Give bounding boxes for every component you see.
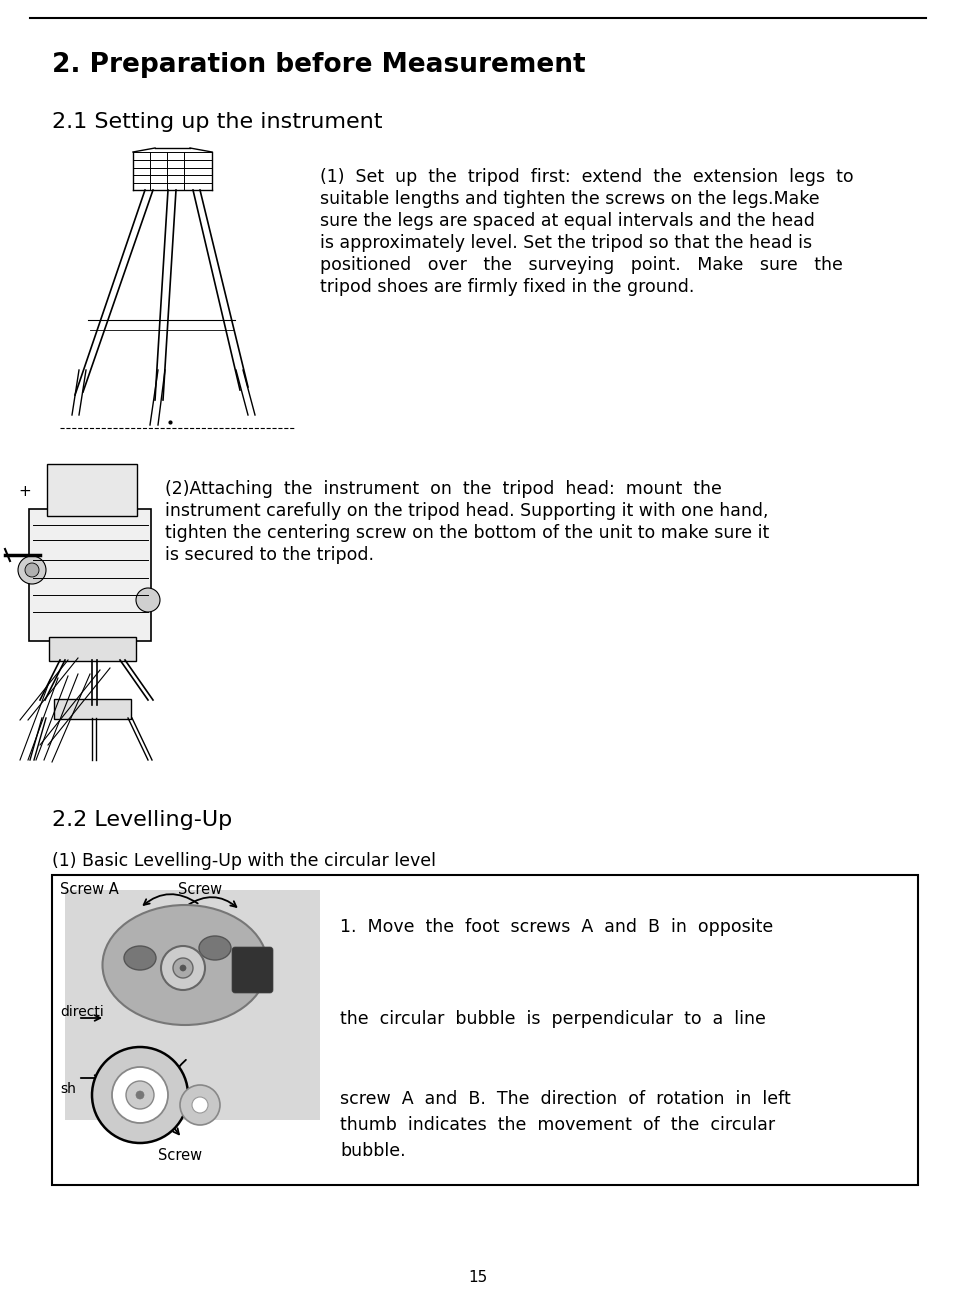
Text: 2.2 Levelling-Up: 2.2 Levelling-Up xyxy=(52,810,232,830)
Text: Screw: Screw xyxy=(178,882,222,897)
Text: (1) Basic Levelling-Up with the circular level: (1) Basic Levelling-Up with the circular… xyxy=(52,851,436,870)
Text: thumb  indicates  the  movement  of  the  circular: thumb indicates the movement of the circ… xyxy=(340,1117,775,1134)
Circle shape xyxy=(92,1047,188,1143)
Text: 15: 15 xyxy=(468,1270,488,1284)
FancyBboxPatch shape xyxy=(232,947,273,993)
Ellipse shape xyxy=(199,935,231,960)
Text: (1)  Set  up  the  tripod  first:  extend  the  extension  legs  to: (1) Set up the tripod first: extend the … xyxy=(320,168,854,186)
Text: the  circular  bubble  is  perpendicular  to  a  line: the circular bubble is perpendicular to … xyxy=(340,1010,766,1029)
Text: Screw A: Screw A xyxy=(60,882,119,897)
Text: sure the legs are spaced at equal intervals and the head: sure the legs are spaced at equal interv… xyxy=(320,213,815,230)
Circle shape xyxy=(192,1097,208,1113)
Text: bubble.: bubble. xyxy=(340,1141,405,1160)
Circle shape xyxy=(180,1085,220,1124)
FancyBboxPatch shape xyxy=(47,464,137,516)
Ellipse shape xyxy=(102,905,268,1025)
Text: tripod shoes are firmly fixed in the ground.: tripod shoes are firmly fixed in the gro… xyxy=(320,278,694,297)
Circle shape xyxy=(25,563,39,577)
Circle shape xyxy=(136,1092,144,1099)
Bar xyxy=(52,875,918,1185)
Text: 2. Preparation before Measurement: 2. Preparation before Measurement xyxy=(52,52,586,77)
Circle shape xyxy=(112,1067,168,1123)
Text: is approximately level. Set the tripod so that the head is: is approximately level. Set the tripod s… xyxy=(320,234,813,252)
Circle shape xyxy=(136,588,160,611)
Text: (2)Attaching  the  instrument  on  the  tripod  head:  mount  the: (2)Attaching the instrument on the tripo… xyxy=(165,480,722,499)
Ellipse shape xyxy=(124,946,156,970)
FancyBboxPatch shape xyxy=(29,509,151,642)
FancyBboxPatch shape xyxy=(54,699,131,719)
Text: +: + xyxy=(18,484,32,500)
Text: tighten the centering screw on the bottom of the unit to make sure it: tighten the centering screw on the botto… xyxy=(165,523,770,542)
Text: 2.1 Setting up the instrument: 2.1 Setting up the instrument xyxy=(52,112,382,133)
Circle shape xyxy=(180,966,186,971)
Text: screw  A  and  B.  The  direction  of  rotation  in  left: screw A and B. The direction of rotation… xyxy=(340,1090,791,1109)
Text: is secured to the tripod.: is secured to the tripod. xyxy=(165,546,374,564)
Text: suitable lengths and tighten the screws on the legs.Make: suitable lengths and tighten the screws … xyxy=(320,190,819,209)
Text: sh: sh xyxy=(60,1082,76,1096)
Bar xyxy=(65,890,320,1120)
Circle shape xyxy=(18,556,46,584)
FancyBboxPatch shape xyxy=(49,638,136,661)
Text: Screw: Screw xyxy=(158,1148,202,1162)
Text: 1.  Move  the  foot  screws  A  and  B  in  opposite: 1. Move the foot screws A and B in oppos… xyxy=(340,918,773,935)
Text: instrument carefully on the tripod head. Supporting it with one hand,: instrument carefully on the tripod head.… xyxy=(165,502,769,520)
Text: directi: directi xyxy=(60,1005,104,1019)
Text: positioned   over   the   surveying   point.   Make   sure   the: positioned over the surveying point. Mak… xyxy=(320,256,843,274)
Circle shape xyxy=(126,1081,154,1109)
Circle shape xyxy=(173,958,193,977)
Circle shape xyxy=(161,946,205,991)
